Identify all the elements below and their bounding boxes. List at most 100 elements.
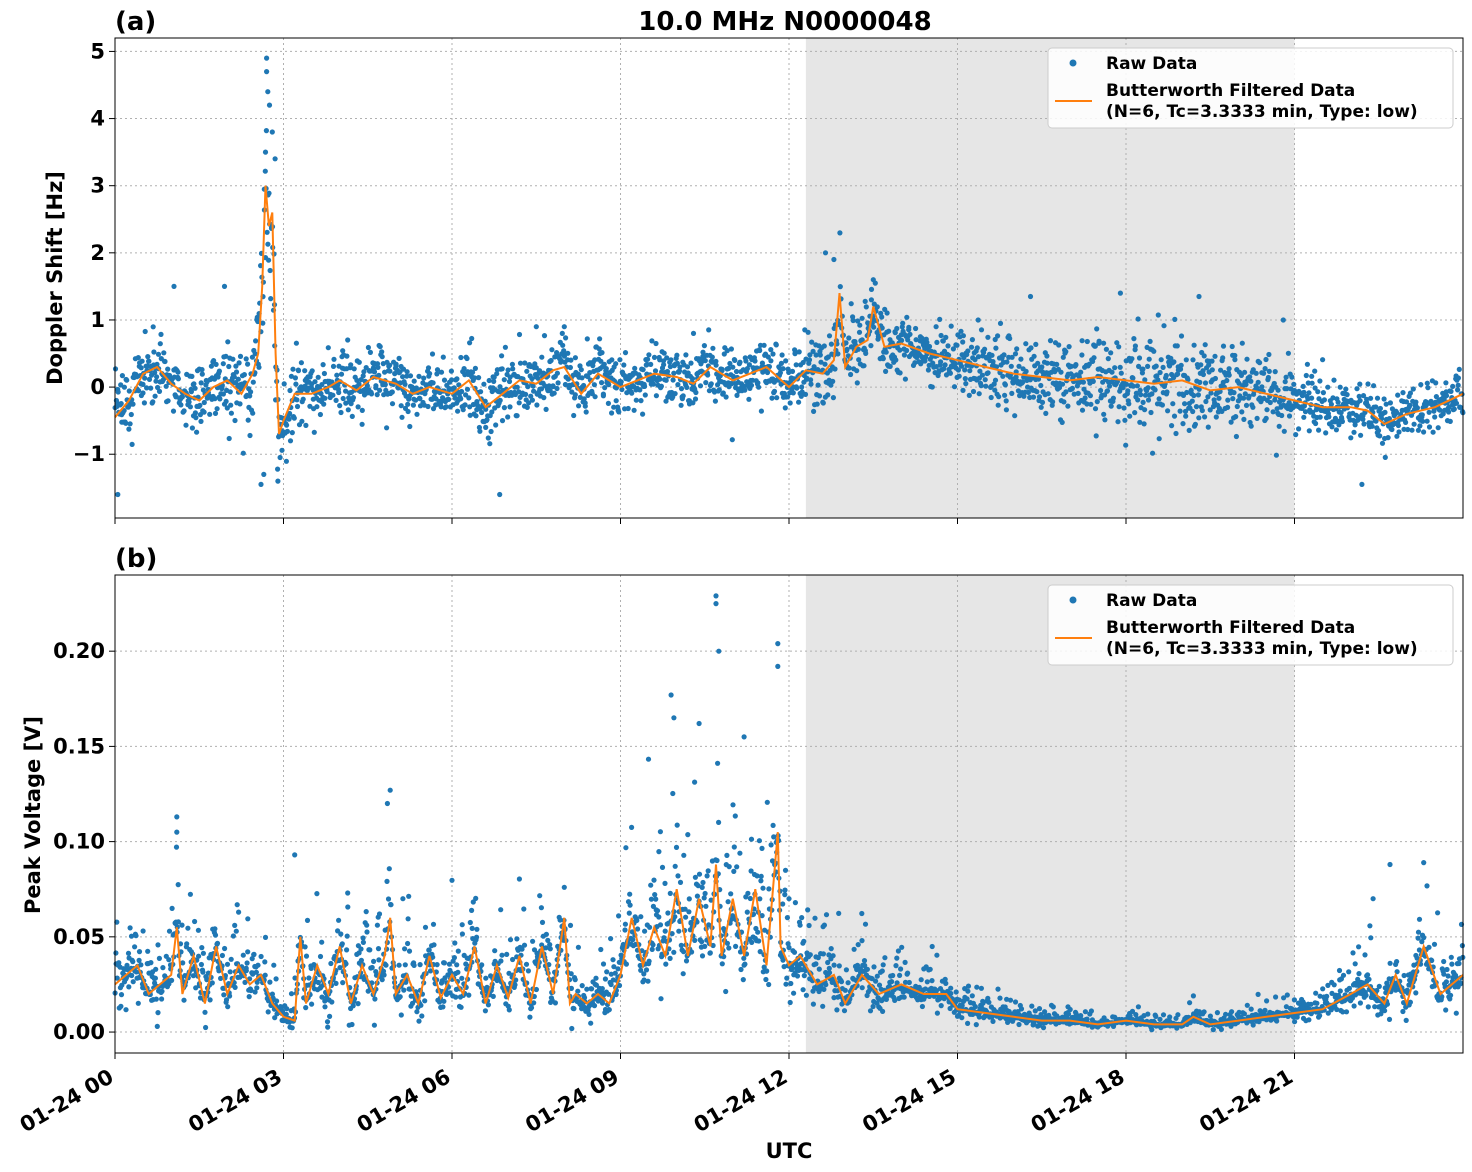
raw-data-point — [228, 402, 234, 408]
raw-data-point — [1151, 348, 1157, 354]
raw-data-point — [1323, 430, 1329, 436]
raw-data-point — [969, 993, 975, 999]
raw-data-point — [284, 1006, 290, 1012]
raw-data-point — [233, 369, 240, 375]
raw-data-point — [975, 317, 981, 323]
raw-data-point — [219, 952, 225, 959]
raw-data-point — [1309, 373, 1315, 379]
raw-data-point — [531, 388, 537, 394]
raw-data-point — [597, 336, 603, 342]
raw-data-point — [484, 984, 490, 990]
raw-data-point — [638, 398, 644, 404]
raw-data-point — [895, 948, 902, 954]
raw-data-point — [1425, 385, 1431, 391]
raw-data-point — [927, 966, 933, 972]
raw-data-point — [1156, 396, 1162, 402]
raw-data-point — [733, 368, 740, 375]
raw-data-point — [581, 396, 587, 402]
raw-data-point — [527, 1014, 533, 1020]
raw-data-point — [1209, 358, 1215, 364]
raw-data-point — [1291, 997, 1297, 1003]
raw-data-point — [1196, 415, 1202, 421]
raw-data-point — [1148, 409, 1154, 416]
raw-data-point — [948, 985, 954, 991]
raw-data-point — [379, 977, 385, 983]
raw-data-point — [345, 337, 351, 343]
raw-data-point — [523, 391, 529, 397]
raw-data-point — [190, 973, 196, 979]
raw-data-point — [671, 370, 677, 376]
raw-data-point — [561, 324, 567, 330]
raw-data-point — [842, 987, 848, 993]
raw-data-point — [306, 975, 312, 981]
raw-data-point — [309, 1001, 315, 1007]
raw-data-point — [856, 357, 862, 363]
raw-data-point — [533, 986, 540, 993]
raw-data-point — [265, 89, 271, 95]
raw-data-point — [656, 914, 662, 920]
raw-data-point — [674, 352, 680, 358]
raw-data-point — [782, 892, 788, 898]
raw-data-point — [1094, 399, 1100, 405]
raw-data-point — [1160, 1012, 1167, 1018]
raw-data-point — [421, 375, 427, 381]
raw-data-point — [1087, 393, 1093, 399]
raw-data-point — [546, 383, 552, 389]
raw-data-point — [173, 844, 180, 850]
raw-data-point — [1317, 414, 1323, 420]
raw-data-point — [458, 354, 464, 361]
raw-data-point — [377, 344, 383, 350]
raw-data-point — [726, 864, 732, 870]
raw-data-point — [675, 382, 681, 388]
raw-data-point — [479, 409, 485, 416]
raw-data-point — [664, 368, 671, 375]
raw-data-point — [186, 399, 192, 405]
raw-data-point — [591, 382, 598, 388]
raw-data-point — [243, 356, 249, 362]
raw-data-point — [934, 339, 940, 345]
raw-data-point — [308, 965, 314, 972]
raw-data-point — [967, 368, 973, 374]
raw-data-point — [1040, 1025, 1047, 1031]
raw-data-point — [680, 393, 686, 399]
raw-data-point — [1126, 401, 1132, 407]
raw-data-point — [240, 952, 246, 958]
raw-data-point — [1328, 401, 1334, 407]
raw-data-point — [1218, 367, 1224, 373]
raw-data-point — [1450, 383, 1456, 389]
raw-data-point — [338, 931, 344, 937]
raw-data-point — [521, 942, 528, 948]
raw-data-point — [334, 372, 340, 378]
raw-data-point — [1110, 395, 1116, 401]
raw-data-point — [470, 369, 476, 375]
raw-data-point — [1008, 363, 1014, 369]
raw-data-point — [319, 994, 325, 1000]
raw-data-point — [287, 410, 293, 417]
raw-data-point — [431, 942, 437, 948]
raw-data-point — [333, 980, 339, 987]
raw-data-point — [1145, 1011, 1151, 1017]
raw-data-point — [154, 1023, 160, 1029]
raw-data-point — [1250, 404, 1256, 410]
raw-data-point — [441, 960, 447, 966]
raw-data-point — [1183, 413, 1189, 419]
raw-data-point — [823, 912, 830, 918]
raw-data-point — [1373, 404, 1379, 410]
raw-data-point — [626, 910, 632, 916]
raw-data-point — [209, 980, 215, 986]
raw-data-point — [1007, 997, 1014, 1003]
raw-data-point — [499, 952, 505, 958]
raw-data-point — [1226, 372, 1232, 378]
x-ticks-a — [114, 518, 1295, 524]
raw-data-point — [171, 283, 177, 289]
raw-data-point — [879, 325, 885, 331]
raw-data-point — [1158, 357, 1164, 363]
raw-data-point — [192, 410, 198, 416]
raw-data-point — [300, 396, 306, 402]
raw-data-point — [862, 962, 868, 969]
raw-data-points-b — [112, 593, 1466, 1033]
raw-data-point — [757, 342, 764, 348]
raw-data-point — [737, 850, 743, 856]
raw-data-point — [498, 907, 504, 913]
raw-data-point — [729, 437, 735, 443]
